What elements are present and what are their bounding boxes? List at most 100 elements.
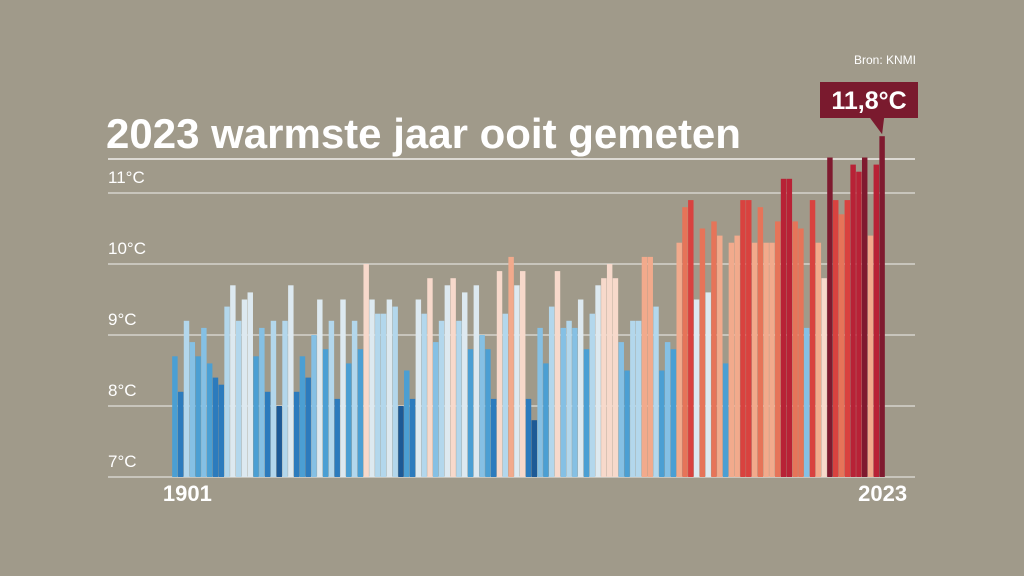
bar bbox=[606, 264, 613, 477]
bar bbox=[804, 327, 810, 477]
bar bbox=[380, 313, 387, 477]
bar bbox=[462, 292, 468, 477]
source: Bron: KNMI bbox=[854, 53, 916, 67]
bar bbox=[189, 342, 196, 477]
bar bbox=[433, 342, 439, 477]
bar bbox=[230, 285, 236, 477]
bar bbox=[421, 313, 427, 477]
bar bbox=[508, 256, 514, 477]
x-tick-label: 1901 bbox=[163, 481, 212, 506]
bar bbox=[473, 285, 480, 477]
bar bbox=[763, 242, 769, 477]
bar bbox=[792, 221, 798, 477]
bar bbox=[340, 299, 346, 477]
bar bbox=[734, 235, 740, 477]
bar bbox=[653, 306, 659, 477]
bar bbox=[253, 356, 259, 477]
bar bbox=[450, 278, 456, 477]
y-tick-label: 9°C bbox=[108, 310, 137, 329]
bar bbox=[670, 349, 677, 477]
value-label: 11,8°C bbox=[831, 87, 906, 115]
bar bbox=[583, 349, 590, 477]
bar bbox=[688, 200, 694, 477]
bar bbox=[560, 327, 567, 477]
bar bbox=[537, 327, 543, 477]
bar bbox=[398, 406, 404, 477]
bar bbox=[722, 363, 729, 477]
bar bbox=[218, 384, 224, 477]
bar bbox=[404, 370, 410, 477]
bar bbox=[485, 349, 491, 477]
bar bbox=[746, 200, 752, 477]
bar bbox=[270, 320, 277, 477]
bar bbox=[554, 271, 561, 477]
bar bbox=[299, 356, 306, 477]
bar bbox=[172, 356, 178, 477]
bar bbox=[757, 207, 764, 477]
bar bbox=[479, 335, 485, 477]
bar bbox=[375, 313, 381, 477]
bar bbox=[618, 342, 624, 477]
bar bbox=[490, 398, 497, 477]
bar bbox=[276, 406, 282, 477]
bar bbox=[502, 313, 509, 477]
bar bbox=[659, 370, 665, 477]
bar bbox=[612, 278, 619, 477]
bar bbox=[838, 214, 845, 478]
bar bbox=[183, 320, 190, 477]
bar bbox=[467, 349, 474, 477]
bar bbox=[427, 278, 433, 477]
bar bbox=[879, 136, 885, 477]
bar bbox=[821, 278, 827, 477]
bar bbox=[595, 285, 601, 477]
bar bbox=[833, 200, 839, 477]
bar bbox=[328, 320, 335, 477]
bar bbox=[728, 242, 735, 477]
bar bbox=[386, 299, 393, 477]
bar bbox=[351, 320, 358, 477]
bar bbox=[873, 164, 880, 477]
bar bbox=[798, 228, 804, 477]
bar bbox=[664, 342, 671, 477]
bar bbox=[444, 285, 451, 477]
bar bbox=[769, 242, 775, 477]
bar bbox=[809, 200, 816, 477]
bar bbox=[786, 178, 793, 478]
bar bbox=[699, 228, 706, 477]
bar bbox=[201, 327, 207, 477]
y-tick-label: 7°C bbox=[108, 452, 137, 471]
bar bbox=[717, 235, 723, 477]
bar bbox=[850, 164, 856, 477]
bar bbox=[577, 299, 584, 477]
bar bbox=[438, 320, 445, 477]
bar bbox=[780, 178, 787, 478]
bar bbox=[641, 256, 648, 477]
bar bbox=[241, 299, 248, 477]
y-tick-label: 8°C bbox=[108, 381, 137, 400]
bar bbox=[282, 320, 288, 477]
bar bbox=[589, 313, 595, 477]
bar bbox=[531, 420, 538, 477]
value-label-pointer bbox=[870, 118, 885, 135]
bar bbox=[264, 391, 271, 477]
bar bbox=[409, 398, 416, 477]
bar bbox=[601, 278, 607, 477]
bar bbox=[740, 200, 746, 477]
bar bbox=[543, 363, 549, 477]
bar bbox=[224, 306, 230, 477]
value-label-box bbox=[820, 82, 918, 118]
bar bbox=[693, 299, 700, 477]
bar bbox=[317, 299, 323, 477]
bar bbox=[293, 391, 300, 477]
bar bbox=[288, 285, 294, 477]
bar bbox=[392, 306, 398, 477]
bar bbox=[334, 398, 340, 477]
bar bbox=[322, 349, 329, 477]
bar bbox=[247, 292, 253, 477]
bar bbox=[496, 271, 503, 477]
bar bbox=[514, 285, 520, 477]
x-tick-label: 2023 bbox=[858, 481, 907, 506]
bar bbox=[363, 264, 369, 477]
bar bbox=[369, 299, 375, 477]
